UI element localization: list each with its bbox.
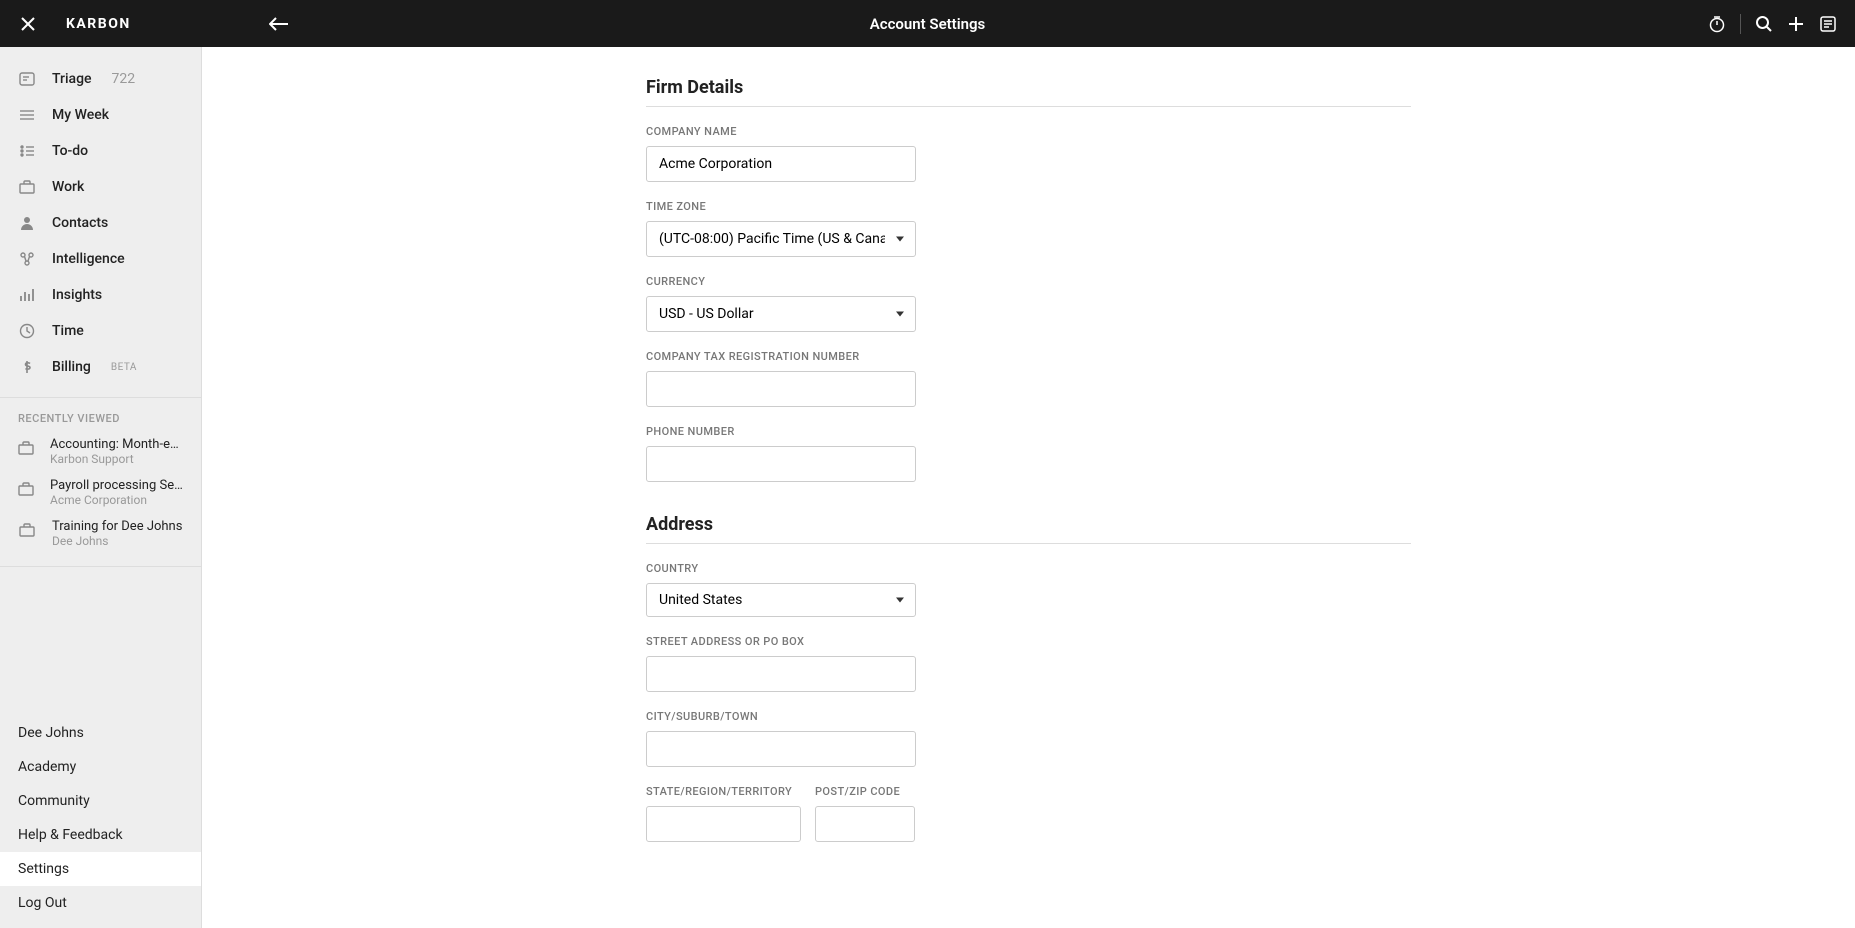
city-label: CITY/SUBURB/TOWN — [646, 710, 1411, 723]
nav-label: Time — [52, 323, 84, 339]
myweek-icon — [18, 106, 36, 124]
country-label: COUNTRY — [646, 562, 1411, 575]
search-icon[interactable] — [1755, 15, 1773, 33]
sidebar-logout[interactable]: Log Out — [0, 886, 201, 920]
sidebar-item-todo[interactable]: To-do — [0, 133, 201, 169]
currency-label: CURRENCY — [646, 275, 1411, 288]
back-button[interactable] — [269, 17, 289, 31]
nav-label: Insights — [52, 287, 102, 303]
timezone-select[interactable]: (UTC-08:00) Pacific Time (US & Canada) — [646, 221, 916, 257]
work-icon — [18, 178, 36, 196]
sidebar: Triage 722 My Week To-do Work — [0, 47, 202, 928]
phone-label: PHONE NUMBER — [646, 425, 1411, 438]
sidebar-user[interactable]: Dee Johns — [0, 716, 201, 750]
company-name-input[interactable] — [646, 146, 916, 182]
sidebar-community[interactable]: Community — [0, 784, 201, 818]
recent-title: Payroll processing Sep 2... — [50, 478, 183, 493]
nav-label: Contacts — [52, 215, 108, 231]
add-icon[interactable] — [1787, 15, 1805, 33]
intelligence-icon — [18, 250, 36, 268]
tax-reg-label: COMPANY TAX REGISTRATION NUMBER — [646, 350, 1411, 363]
timezone-label: TIME ZONE — [646, 200, 1411, 213]
sidebar-item-insights[interactable]: Insights — [0, 277, 201, 313]
sidebar-item-contacts[interactable]: Contacts — [0, 205, 201, 241]
contacts-icon — [18, 214, 36, 232]
city-input[interactable] — [646, 731, 916, 767]
todo-icon — [18, 142, 36, 160]
recent-sub: Karbon Support — [50, 452, 183, 466]
nav-label: My Week — [52, 107, 109, 123]
sidebar-settings[interactable]: Settings — [0, 852, 201, 886]
work-icon — [18, 521, 36, 539]
nav-label: To-do — [52, 143, 88, 159]
phone-input[interactable] — [646, 446, 916, 482]
sidebar-help[interactable]: Help & Feedback — [0, 818, 201, 852]
recent-sub: Acme Corporation — [50, 493, 183, 507]
sidebar-item-myweek[interactable]: My Week — [0, 97, 201, 133]
recently-viewed-header: RECENTLY VIEWED — [0, 398, 201, 431]
nav-main: Triage 722 My Week To-do Work — [0, 47, 201, 385]
address-title: Address — [646, 514, 1411, 544]
nav-label: Triage — [52, 71, 92, 87]
insights-icon — [18, 286, 36, 304]
firm-details-title: Firm Details — [646, 77, 1411, 107]
nav-label: Billing — [52, 359, 91, 375]
sidebar-academy[interactable]: Academy — [0, 750, 201, 784]
currency-select[interactable]: USD - US Dollar — [646, 296, 916, 332]
sidebar-item-work[interactable]: Work — [0, 169, 201, 205]
recent-item[interactable]: Payroll processing Sep 2... Acme Corpora… — [0, 472, 201, 513]
street-label: STREET ADDRESS OR PO BOX — [646, 635, 1411, 648]
state-input[interactable] — [646, 806, 801, 842]
recent-item[interactable]: Training for Dee Johns Dee Johns — [0, 513, 201, 554]
billing-icon — [18, 358, 36, 376]
sidebar-bottom: Dee Johns Academy Community Help & Feedb… — [0, 716, 201, 928]
triage-icon — [18, 70, 36, 88]
sidebar-divider — [0, 566, 201, 567]
logo: KARBON — [66, 16, 131, 32]
street-input[interactable] — [646, 656, 916, 692]
close-button[interactable] — [20, 16, 36, 32]
nav-badge: 722 — [112, 71, 136, 87]
work-icon — [18, 439, 34, 457]
content: Firm Details COMPANY NAME TIME ZONE (UTC… — [202, 47, 1855, 928]
beta-tag: BETA — [111, 362, 137, 373]
notes-icon[interactable] — [1819, 15, 1837, 33]
sidebar-item-triage[interactable]: Triage 722 — [0, 61, 201, 97]
zip-label: POST/ZIP CODE — [815, 785, 915, 798]
sidebar-item-intelligence[interactable]: Intelligence — [0, 241, 201, 277]
nav-label: Intelligence — [52, 251, 125, 267]
zip-input[interactable] — [815, 806, 915, 842]
recent-item[interactable]: Accounting: Month-end c... Karbon Suppor… — [0, 431, 201, 472]
nav-label: Work — [52, 179, 84, 195]
timer-icon[interactable] — [1708, 15, 1726, 33]
time-icon — [18, 322, 36, 340]
country-select[interactable]: United States — [646, 583, 916, 617]
sidebar-item-billing[interactable]: Billing BETA — [0, 349, 201, 385]
company-name-label: COMPANY NAME — [646, 125, 1411, 138]
page-title: Account Settings — [870, 15, 986, 33]
topbar: KARBON Account Settings — [0, 0, 1855, 47]
recent-title: Accounting: Month-end c... — [50, 437, 183, 452]
sidebar-item-time[interactable]: Time — [0, 313, 201, 349]
topbar-divider — [1740, 14, 1741, 34]
recent-sub: Dee Johns — [52, 534, 182, 548]
work-icon — [18, 480, 34, 498]
recent-title: Training for Dee Johns — [52, 519, 182, 534]
tax-reg-input[interactable] — [646, 371, 916, 407]
state-label: STATE/REGION/TERRITORY — [646, 785, 801, 798]
